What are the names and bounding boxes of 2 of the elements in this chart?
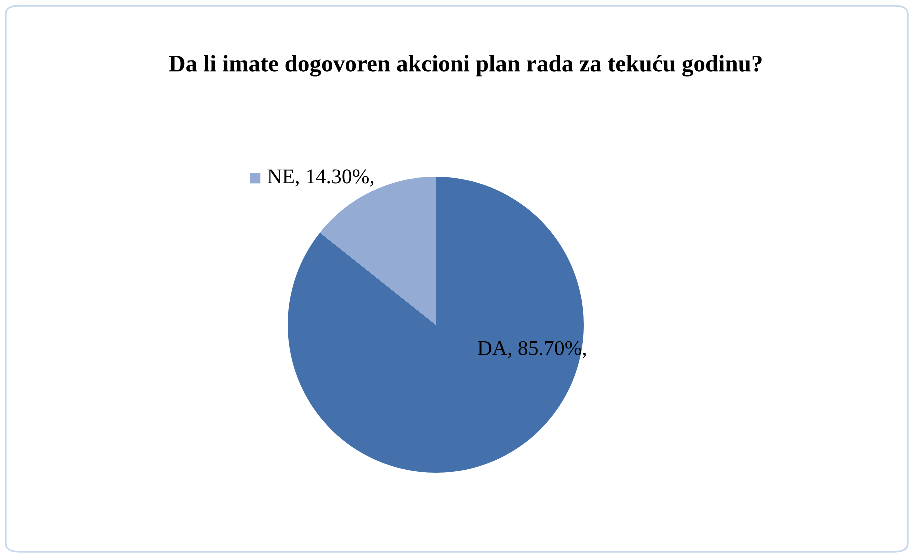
legend-label: NE, 14.30%, <box>268 170 374 187</box>
chart-title: Da li imate dogovoren akcioni plan rada za tekuću godinu? <box>169 55 762 77</box>
